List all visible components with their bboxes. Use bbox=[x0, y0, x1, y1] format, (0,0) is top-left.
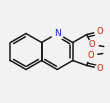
Text: O: O bbox=[87, 51, 94, 60]
Text: O: O bbox=[96, 64, 103, 73]
Text: N: N bbox=[54, 29, 61, 38]
Text: O: O bbox=[96, 27, 103, 36]
Text: O: O bbox=[88, 40, 95, 49]
